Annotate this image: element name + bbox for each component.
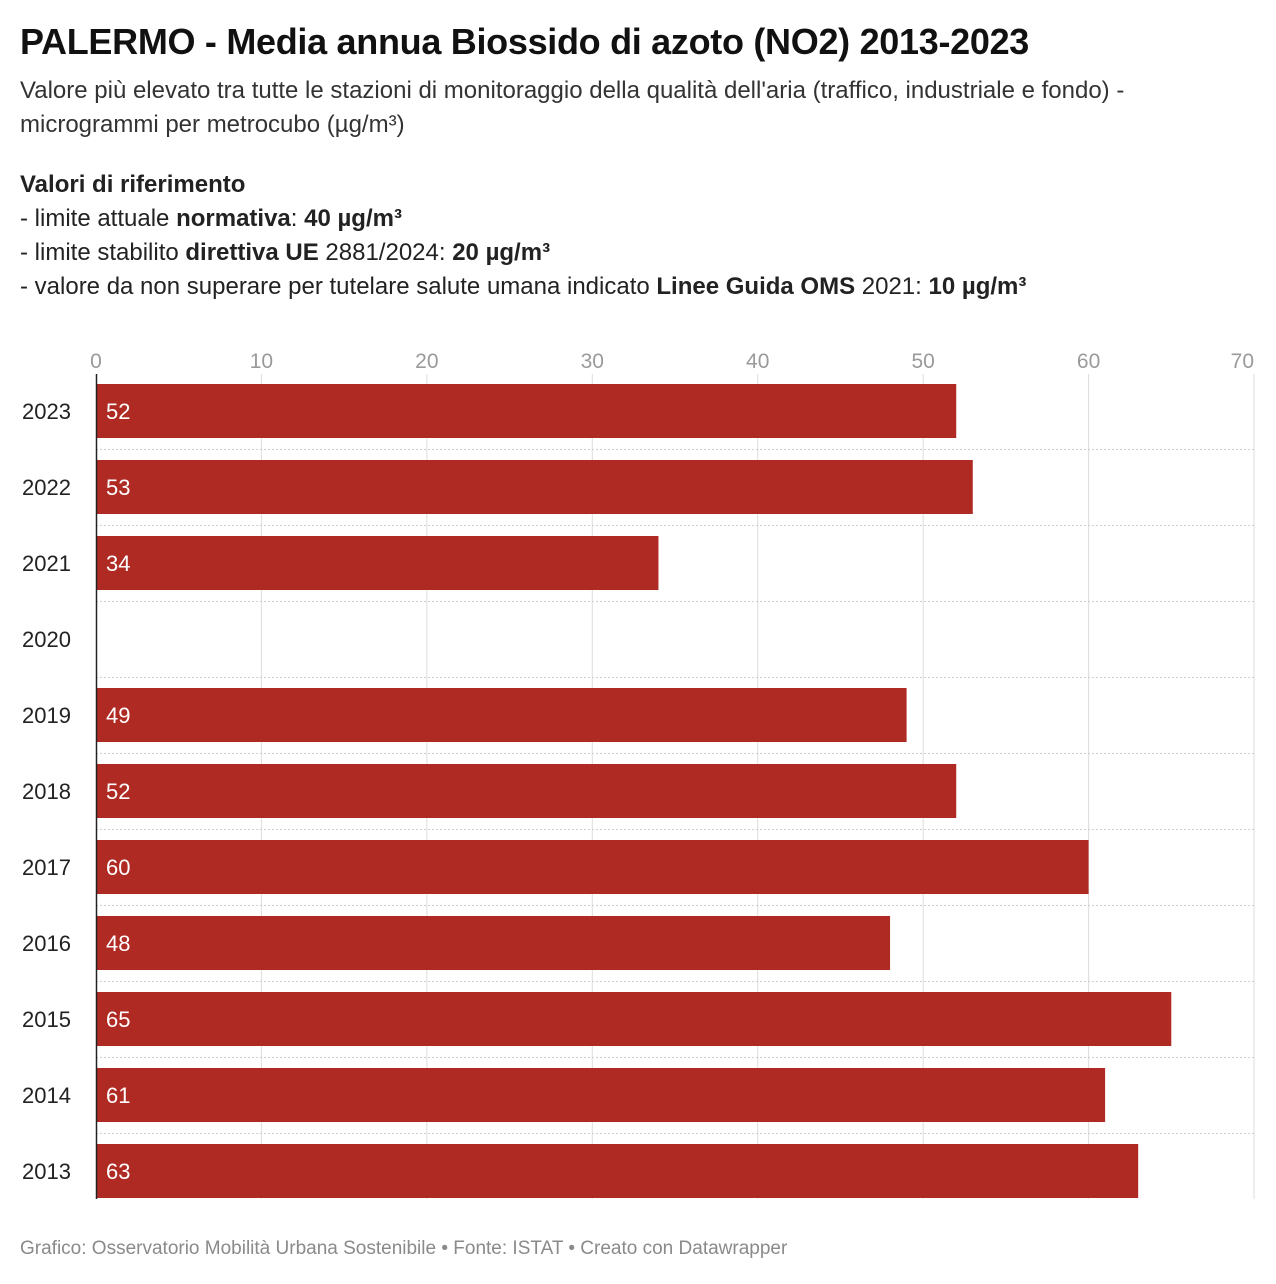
bar [96, 916, 891, 970]
y-category-label: 2014 [22, 1083, 71, 1108]
y-category-label: 2016 [22, 931, 71, 956]
x-tick-label: 70 [1231, 350, 1254, 373]
bar [96, 1144, 1139, 1198]
reference-line-oms: - valore da non superare per tutelare sa… [20, 273, 1027, 300]
x-tick-label: 50 [911, 350, 934, 373]
bar-value-label: 53 [106, 475, 130, 500]
chart-footer: Grafico: Osservatorio Mobilità Urbana So… [20, 1238, 788, 1259]
bar [96, 460, 973, 514]
chart-subtitle: Valore più elevato tra tutte le stazioni… [20, 77, 1125, 138]
bar-value-label: 65 [106, 1007, 130, 1032]
y-category-label: 2020 [22, 627, 71, 652]
y-category-label: 2015 [22, 1007, 71, 1032]
bar-chart: 0 10 20 30 40 50 60 70 2023 52 2022 53 2021 34 2020 201… [0, 340, 1276, 1210]
bar-value-label: 49 [106, 703, 130, 728]
y-category-label: 2022 [22, 475, 71, 500]
x-tick-label: 40 [746, 350, 769, 373]
bar-chart-svg: 0 10 20 30 40 50 60 70 2023 52 2022 53 2021 34 2020 201… [22, 350, 1255, 1199]
x-tick-label: 20 [415, 350, 438, 373]
bar-value-label: 60 [106, 855, 130, 880]
bar-value-label: 34 [106, 551, 130, 576]
y-category-label: 2019 [22, 703, 71, 728]
y-category-label: 2013 [22, 1159, 71, 1184]
bar [96, 1068, 1106, 1122]
chart-header: PALERMO - Media annua Biossido di azoto … [20, 18, 1256, 304]
chart-title: PALERMO - Media annua Biossido di azoto … [20, 21, 1030, 62]
x-tick-label: 10 [250, 350, 273, 373]
y-category-label: 2017 [22, 855, 71, 880]
bar-value-label: 52 [106, 779, 130, 804]
reference-heading: Valori di riferimento [20, 171, 246, 198]
bar-value-label: 61 [106, 1083, 130, 1108]
x-tick-label: 60 [1077, 350, 1100, 373]
reference-line-normativa: - limite attuale normativa: 40 µg/m³ [20, 205, 402, 232]
x-tick-label: 30 [581, 350, 604, 373]
bar-value-label: 63 [106, 1159, 130, 1184]
bar-value-label: 48 [106, 931, 130, 956]
reference-line-direttiva-ue: - limite stabilito direttiva UE 2881/202… [20, 239, 551, 266]
bar-value-label: 52 [106, 399, 130, 424]
bar [96, 764, 957, 818]
y-category-label: 2023 [22, 399, 71, 424]
bar [96, 688, 907, 742]
bar [96, 992, 1172, 1046]
reference-values: Valori di riferimento - limite attuale n… [20, 168, 1256, 304]
bar [96, 536, 659, 590]
y-category-label: 2021 [22, 551, 71, 576]
y-category-label: 2018 [22, 779, 71, 804]
bar [96, 384, 957, 438]
x-tick-label: 0 [90, 350, 102, 373]
bar [96, 840, 1089, 894]
